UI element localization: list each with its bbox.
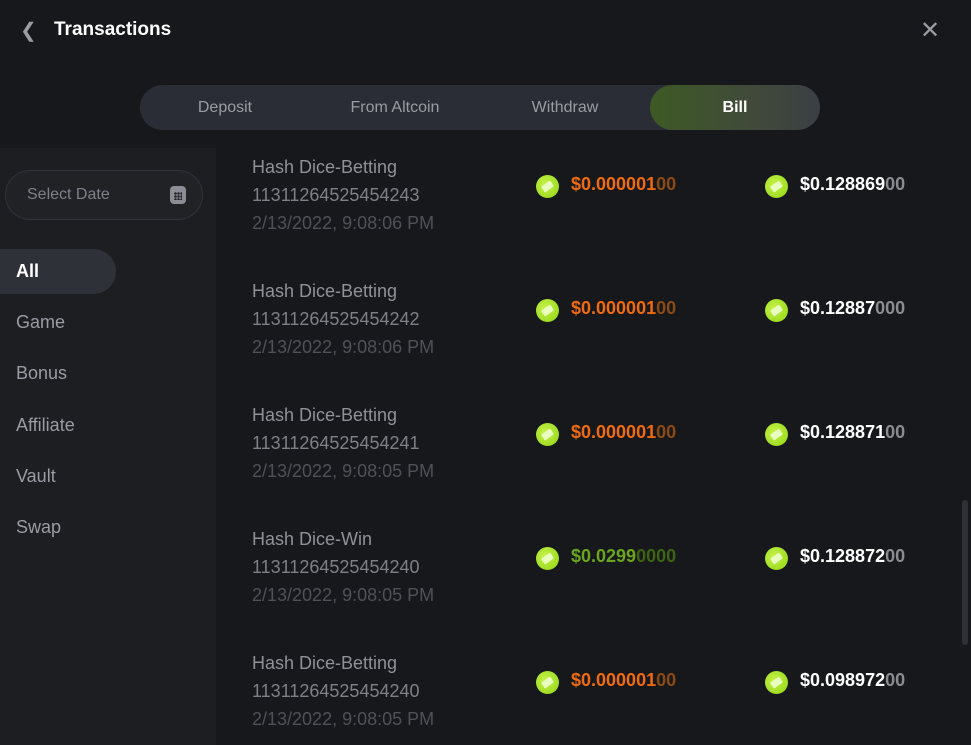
transaction-time: 2/13/2022, 9:08:05 PM xyxy=(252,585,435,605)
scrollbar[interactable] xyxy=(962,500,968,645)
balance-trailing-zeros: 00 xyxy=(885,670,906,690)
amount-value: $0.000001 xyxy=(571,422,657,442)
coin-icon xyxy=(536,175,559,198)
transaction-amount: $0.00000100 xyxy=(571,422,676,443)
transaction-amount: $0.00000100 xyxy=(571,174,676,195)
amount-trailing-zeros: 00 xyxy=(656,422,677,442)
select-date-placeholder: Select Date xyxy=(27,186,110,203)
transaction-id: 11311264525454240 xyxy=(252,557,420,577)
transaction-name: Hash Dice-Betting xyxy=(252,653,398,673)
amount-trailing-zeros: 0000 xyxy=(636,546,677,566)
balance-trailing-zeros: 00 xyxy=(885,422,906,442)
sidebar-item-all[interactable]: All xyxy=(0,249,116,294)
coin-icon xyxy=(765,547,788,570)
select-date-input[interactable]: Select Date xyxy=(5,170,203,220)
transaction-id: 11311264525454240 xyxy=(252,681,420,701)
sidebar-item-vault[interactable]: Vault xyxy=(16,466,56,486)
amount-trailing-zeros: 00 xyxy=(656,670,677,690)
table-row: Hash Dice-Betting 11311264525454240 2/13… xyxy=(252,653,952,737)
transaction-name: Hash Dice-Betting xyxy=(252,157,398,177)
balance-amount: $0.12887200 xyxy=(800,546,905,567)
close-icon[interactable]: ✕ xyxy=(920,17,941,44)
balance-value: $0.128872 xyxy=(800,546,886,566)
amount-value: $0.000001 xyxy=(571,174,657,194)
transaction-amount: $0.02990000 xyxy=(571,546,676,567)
balance-value: $0.128871 xyxy=(800,422,886,442)
sidebar-item-swap[interactable]: Swap xyxy=(16,517,62,537)
amount-value: $0.0299 xyxy=(571,546,637,566)
coin-icon xyxy=(765,299,788,322)
chevron-left-icon[interactable]: ❮ xyxy=(20,20,37,42)
coin-icon xyxy=(536,671,559,694)
transaction-amount: $0.00000100 xyxy=(571,298,676,319)
transaction-id: 11311264525454242 xyxy=(252,309,420,329)
balance-value: $0.12887 xyxy=(800,298,876,318)
transaction-name: Hash Dice-Betting xyxy=(252,281,398,301)
transaction-id: 11311264525454243 xyxy=(252,185,420,205)
sidebar-item-game[interactable]: Game xyxy=(16,312,66,332)
transaction-id: 11311264525454241 xyxy=(252,433,420,453)
balance-value: $0.128869 xyxy=(800,174,886,194)
amount-value: $0.000001 xyxy=(571,298,657,318)
coin-icon xyxy=(765,423,788,446)
tab-from-altcoin[interactable]: From Altcoin xyxy=(350,99,440,116)
coin-icon xyxy=(536,547,559,570)
coin-icon xyxy=(536,299,559,322)
transaction-time: 2/13/2022, 9:08:05 PM xyxy=(252,709,435,729)
transaction-amount: $0.00000100 xyxy=(571,670,676,691)
transaction-time: 2/13/2022, 9:08:06 PM xyxy=(252,337,435,357)
tab-withdraw[interactable]: Withdraw xyxy=(531,99,599,116)
page-title: Transactions xyxy=(54,19,172,40)
amount-trailing-zeros: 00 xyxy=(656,174,677,194)
transaction-name: Hash Dice-Betting xyxy=(252,405,398,425)
balance-amount: $0.12887000 xyxy=(800,298,905,319)
balance-trailing-zeros: 00 xyxy=(885,174,906,194)
sidebar-item-bonus[interactable]: Bonus xyxy=(16,363,68,383)
header: ❮ Transactions ✕ xyxy=(0,0,971,60)
coin-icon xyxy=(536,423,559,446)
balance-trailing-zeros: 000 xyxy=(875,298,906,318)
coin-icon xyxy=(765,175,788,198)
balance-amount: $0.12886900 xyxy=(800,174,905,195)
transaction-name: Hash Dice-Win xyxy=(252,529,373,549)
coin-icon xyxy=(765,671,788,694)
amount-trailing-zeros: 00 xyxy=(656,298,677,318)
balance-amount: $0.12887100 xyxy=(800,422,905,443)
transaction-time: 2/13/2022, 9:08:06 PM xyxy=(252,213,435,233)
table-row: Hash Dice-Betting 11311264525454243 2/13… xyxy=(252,157,952,241)
calendar-icon[interactable] xyxy=(170,186,186,204)
balance-value: $0.098972 xyxy=(800,670,886,690)
sidebar: Select Date All Game Bonus Affiliate Vau… xyxy=(0,148,216,745)
balance-trailing-zeros: 00 xyxy=(885,546,906,566)
table-row: Hash Dice-Win 11311264525454240 2/13/202… xyxy=(252,529,952,613)
balance-amount: $0.09897200 xyxy=(800,670,905,691)
table-row: Hash Dice-Betting 11311264525454241 2/13… xyxy=(252,405,952,489)
tab-bill[interactable]: Bill xyxy=(650,85,820,130)
transaction-time: 2/13/2022, 9:08:05 PM xyxy=(252,461,435,481)
table-row: Hash Dice-Betting 11311264525454242 2/13… xyxy=(252,281,952,365)
tab-bar: Deposit From Altcoin Withdraw Bill xyxy=(140,85,820,130)
tab-deposit[interactable]: Deposit xyxy=(197,99,253,116)
sidebar-item-affiliate[interactable]: Affiliate xyxy=(16,415,75,435)
amount-value: $0.000001 xyxy=(571,670,657,690)
